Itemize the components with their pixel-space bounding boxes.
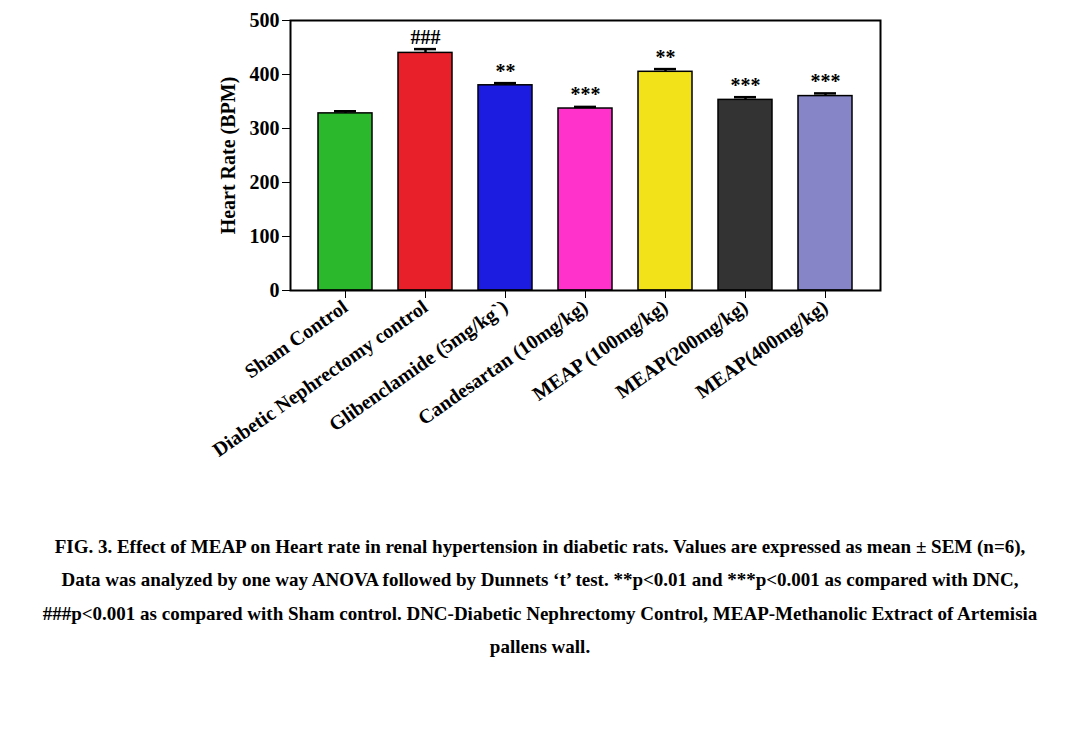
svg-text:**: ** [496,60,516,82]
svg-text:Candesartan (10mg/kg): Candesartan (10mg/kg) [413,295,592,429]
svg-text:200: 200 [250,171,280,193]
svg-text:400: 400 [250,63,280,85]
svg-text:Heart Rate (BPM): Heart Rate (BPM) [217,77,240,235]
html-text:FIG. 3. Effect of MEAP on Hear: FIG. 3. Effect of MEAP on Heart rate in … [42,536,1038,657]
svg-text:**: ** [656,46,676,68]
svg-text:Sham Control: Sham Control [240,295,352,383]
svg-text:***: *** [571,83,601,105]
svg-text:MEAP(200mg/kg): MEAP(200mg/kg) [611,295,752,403]
svg-text:500: 500 [250,9,280,31]
svg-text:300: 300 [250,117,280,139]
svg-text:100: 100 [250,225,280,247]
svg-text:###: ### [411,26,441,48]
svg-text:Diabetic Nephrectomy control: Diabetic Nephrectomy control [208,295,432,461]
svg-text:***: *** [731,74,761,96]
svg-text:MEAP(400mg/kg): MEAP(400mg/kg) [691,295,832,403]
svg-text:MEAP (100mg/kg): MEAP (100mg/kg) [528,295,672,405]
svg-text:***: *** [811,70,841,92]
svg-text:0: 0 [270,279,280,301]
svg-text:Glibenclamide (5mg/kg`): Glibenclamide (5mg/kg`) [324,295,512,436]
